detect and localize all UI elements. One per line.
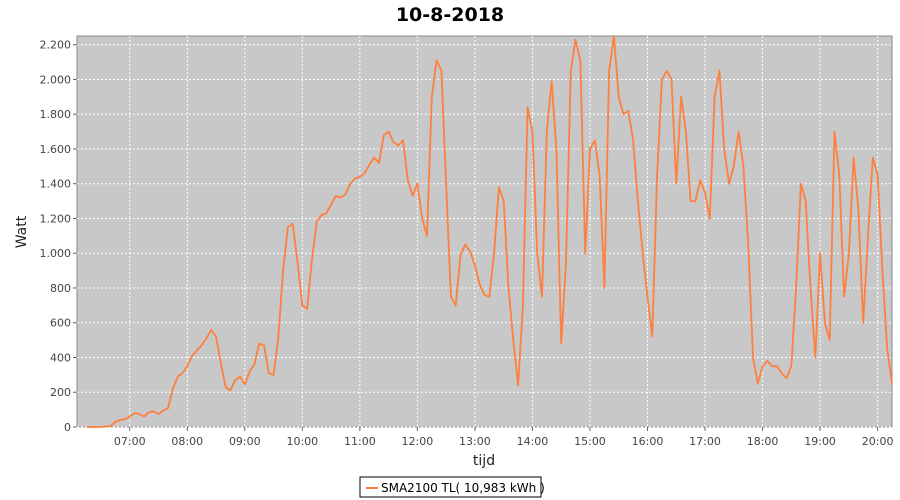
y-tick-label: 200 (50, 386, 71, 399)
x-axis: 07:00 08:00 09:00 10:00 11:00 12:00 13:00 14:00… (114, 427, 894, 448)
y-tick-label: 1.400 (40, 178, 72, 191)
y-tick-label: 600 (50, 317, 71, 330)
x-tick-label: 14:00 (517, 435, 549, 448)
y-tick-label: 1.600 (40, 143, 72, 156)
x-tick-label: 20:00 (862, 435, 894, 448)
plot-area (76, 35, 893, 428)
x-tick-label: 08:00 (171, 435, 203, 448)
legend-box (359, 476, 542, 498)
y-tick-label: 400 (50, 351, 71, 364)
x-tick-label: 19:00 (804, 435, 836, 448)
x-tick-label: 11:00 (344, 435, 376, 448)
y-axis-label: Watt (14, 215, 30, 248)
x-tick-label: 10:00 (286, 435, 318, 448)
y-tick-label: 2.000 (40, 73, 72, 86)
x-tick-label: 09:00 (229, 435, 261, 448)
legend: SMA2100 TL( 10,983 kWh ) (359, 476, 545, 498)
x-axis-label: tijd (473, 453, 495, 469)
y-tick-label: 2.200 (40, 39, 72, 52)
y-tick-label: 1.800 (40, 108, 72, 121)
y-tick-label: 1.200 (40, 212, 72, 225)
grid-lines (77, 36, 892, 428)
y-tick-label: 1.000 (40, 247, 72, 260)
x-tick-label: 13:00 (459, 435, 491, 448)
x-tick-label: 15:00 (574, 435, 606, 448)
series-layer (86, 35, 893, 428)
series-line (86, 35, 893, 428)
x-tick-label: 16:00 (632, 435, 664, 448)
x-tick-label: 17:00 (689, 435, 721, 448)
x-tick-label: 07:00 (114, 435, 146, 448)
x-tick-label: 12:00 (402, 435, 434, 448)
x-tick-label: 18:00 (747, 435, 779, 448)
y-tick-label: 0 (64, 421, 71, 434)
y-axis: 0 200 400 600 800 1.000 1.200 1.400 1.600 1.800 2.… (40, 39, 77, 434)
y-tick-label: 800 (50, 282, 71, 295)
chart-title: 10-8-2018 (396, 4, 504, 26)
legend-entry: SMA2100 TL( 10,983 kWh ) (381, 481, 545, 495)
